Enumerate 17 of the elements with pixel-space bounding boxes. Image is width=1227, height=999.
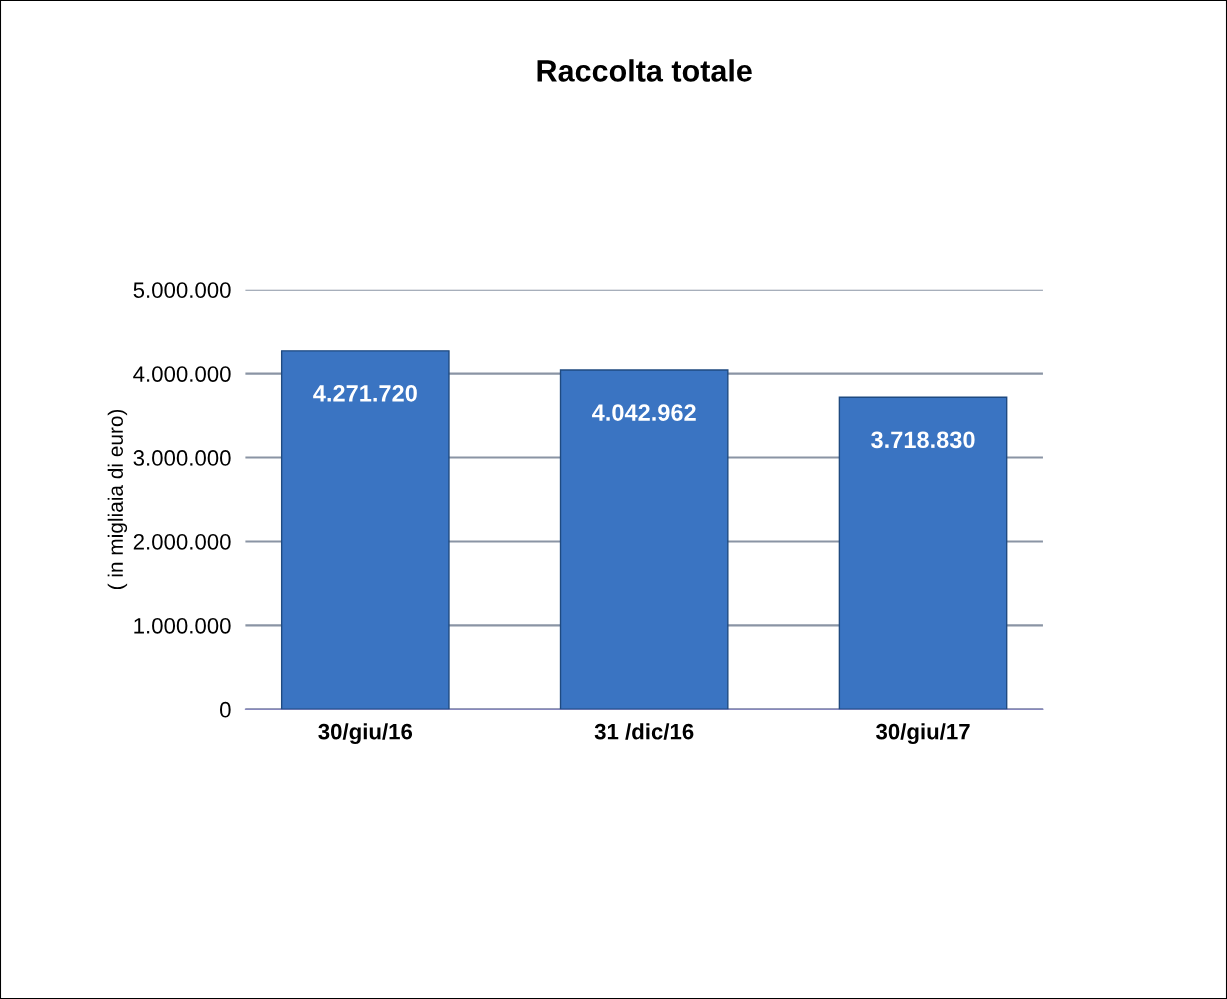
y-axis-title: ( in migliaia di euro) xyxy=(107,409,128,590)
y-tick-label: 5.000.000 xyxy=(133,282,231,298)
y-tick-label: 1.000.000 xyxy=(134,617,231,634)
y-tick-label: 0 xyxy=(220,701,231,718)
y-tick-label: 2.000.000 xyxy=(133,533,231,550)
x-tick-label: 30/giu/16 xyxy=(318,723,413,744)
x-tick-label: 30/giu/17 xyxy=(876,723,970,744)
data-label: 4.271.720 xyxy=(313,384,417,402)
data-label: 4.042.962 xyxy=(592,404,696,421)
data-label: 3.718.830 xyxy=(871,431,975,449)
y-tick-label: 4.000.000 xyxy=(133,366,231,382)
bar xyxy=(280,350,450,710)
chart-title: Raccolta totale xyxy=(537,59,752,82)
bar xyxy=(838,396,1008,710)
bar xyxy=(559,369,729,710)
x-tick-label: 31 /dic/16 xyxy=(594,723,694,740)
y-tick-label: 3.000.000 xyxy=(133,450,231,466)
